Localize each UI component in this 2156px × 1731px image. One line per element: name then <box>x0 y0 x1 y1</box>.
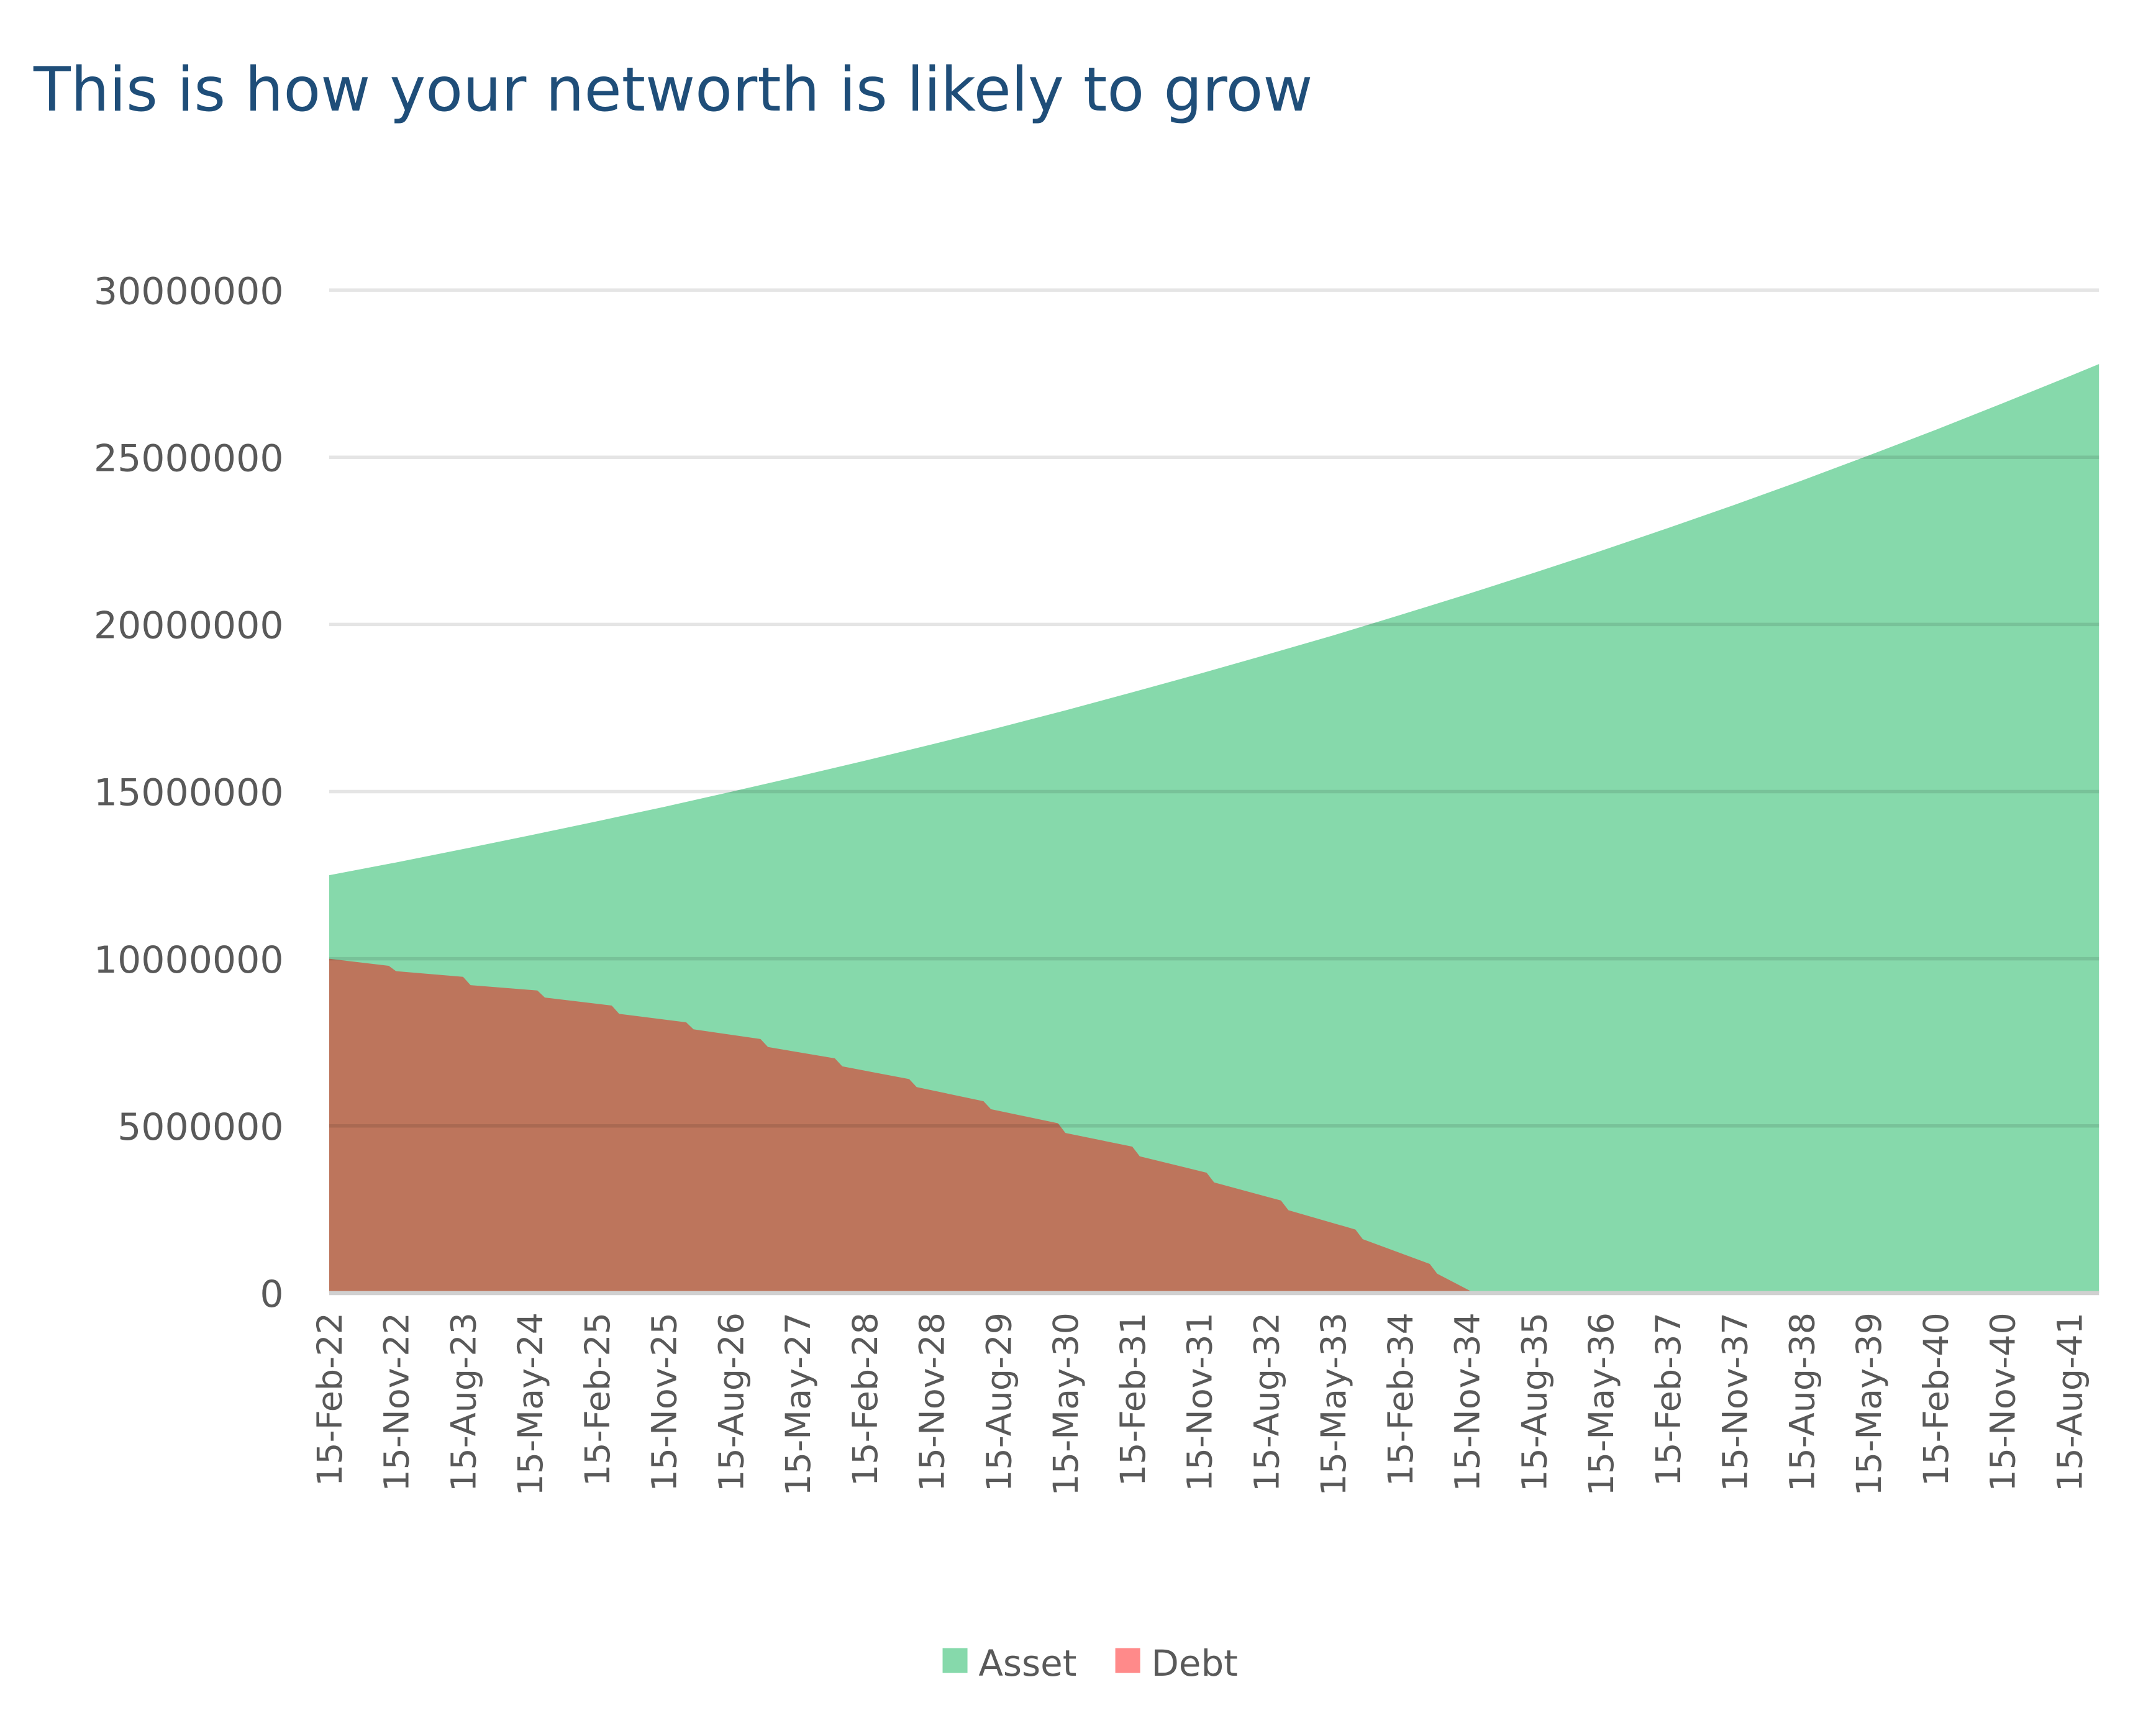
x-tick-label: 15-Aug-29 <box>979 1312 1019 1492</box>
x-tick-label: 15-Feb-40 <box>1916 1312 1957 1486</box>
x-tick-label: 15-Aug-35 <box>1514 1312 1555 1492</box>
gridlines <box>329 288 2099 1296</box>
x-tick-label: 15-Aug-38 <box>1782 1312 1822 1492</box>
legend-swatch-asset <box>942 1648 968 1673</box>
x-tick-label: 15-May-33 <box>1314 1312 1354 1496</box>
legend-label-debt: Debt <box>1151 1642 1238 1684</box>
x-tick-label: 15-Nov-28 <box>912 1312 953 1492</box>
x-tick-label: 15-May-36 <box>1581 1312 1622 1496</box>
x-tick-label: 15-Nov-25 <box>645 1312 685 1492</box>
x-tick-label: 15-Nov-34 <box>1448 1312 1488 1492</box>
chart-title: This is how your networth is likely to g… <box>33 55 1313 125</box>
x-tick-label: 15-Nov-37 <box>1716 1312 1756 1492</box>
x-tick-label: 15-Feb-34 <box>1381 1312 1421 1486</box>
y-tick-label: 30000000 <box>94 270 284 313</box>
legend: Asset Debt <box>942 1642 1238 1684</box>
x-tick-label: 15-Aug-23 <box>443 1312 484 1492</box>
x-tick-label: 15-Aug-26 <box>711 1312 752 1492</box>
x-tick-label: 15-Feb-28 <box>845 1312 886 1486</box>
x-tick-label: 15-Aug-41 <box>2050 1312 2090 1492</box>
y-tick-label: 15000000 <box>94 771 284 815</box>
x-tick-label: 15-Aug-32 <box>1247 1312 1287 1492</box>
x-tick-label: 15-May-30 <box>1046 1312 1086 1496</box>
x-tick-label: 15-Feb-37 <box>1649 1312 1689 1486</box>
legend-label-asset: Asset <box>978 1642 1076 1684</box>
y-tick-label: 20000000 <box>94 604 284 648</box>
x-tick-label: 15-Nov-40 <box>1983 1312 2024 1492</box>
y-tick-label: 25000000 <box>94 437 284 480</box>
area-debt <box>329 958 2099 1293</box>
x-tick-label: 15-May-24 <box>511 1312 551 1496</box>
x-tick-label: 15-Nov-31 <box>1180 1312 1221 1492</box>
y-axis-ticks: 0 5000000 10000000 15000000 20000000 25000000… <box>94 270 284 1316</box>
x-tick-label: 15-May-27 <box>778 1312 819 1496</box>
legend-swatch-debt <box>1115 1648 1140 1673</box>
x-axis-ticks: 15-Feb-22 15-Nov-22 15-Aug-23 15-May-24 15-F… <box>310 1312 2090 1496</box>
x-tick-label: 15-Feb-31 <box>1113 1312 1153 1486</box>
y-tick-label: 5000000 <box>117 1106 283 1149</box>
x-tick-label: 15-May-39 <box>1849 1312 1890 1496</box>
x-tick-label: 15-Feb-25 <box>578 1312 618 1486</box>
y-tick-label: 0 <box>260 1273 283 1316</box>
x-tick-label: 15-Nov-22 <box>377 1312 417 1492</box>
x-tick-label: 15-Feb-22 <box>310 1312 350 1486</box>
y-tick-label: 10000000 <box>94 938 284 982</box>
plot-areas <box>329 364 2099 1293</box>
